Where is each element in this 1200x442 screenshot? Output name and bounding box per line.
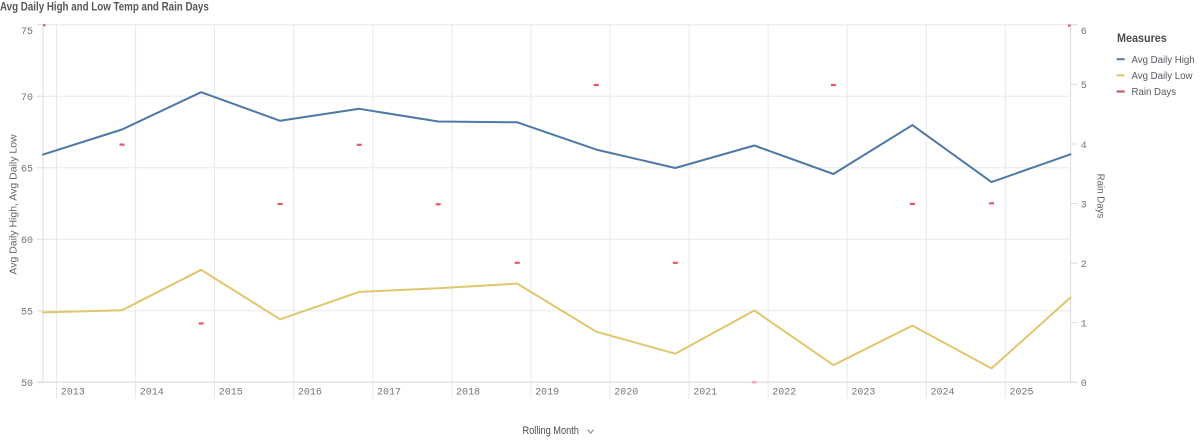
svg-text:6: 6 xyxy=(1081,27,1087,38)
svg-text:60: 60 xyxy=(21,236,33,247)
svg-text:2016: 2016 xyxy=(298,387,322,398)
svg-text:2025: 2025 xyxy=(1010,387,1034,398)
svg-text:65: 65 xyxy=(21,165,33,176)
svg-text:2018: 2018 xyxy=(456,387,480,398)
svg-text:50: 50 xyxy=(21,379,33,390)
svg-text:2017: 2017 xyxy=(377,387,401,398)
svg-text:0: 0 xyxy=(1081,379,1087,390)
svg-text:1: 1 xyxy=(1081,320,1087,331)
svg-text:Rain Days: Rain Days xyxy=(1094,174,1105,219)
svg-text:Avg Daily Low: Avg Daily Low xyxy=(1132,71,1194,82)
svg-text:Measures: Measures xyxy=(1117,33,1167,46)
svg-text:2015: 2015 xyxy=(219,387,243,398)
svg-text:Avg Daily High: Avg Daily High xyxy=(1132,55,1195,66)
svg-text:Rain Days: Rain Days xyxy=(1132,87,1177,98)
svg-text:2014: 2014 xyxy=(140,387,164,398)
svg-text:3: 3 xyxy=(1081,200,1087,211)
svg-text:75: 75 xyxy=(21,27,33,38)
svg-text:2024: 2024 xyxy=(931,387,955,398)
svg-text:2013: 2013 xyxy=(61,387,85,398)
svg-text:2022: 2022 xyxy=(772,387,796,398)
svg-text:Avg Daily High and Low Temp an: Avg Daily High and Low Temp and Rain Day… xyxy=(0,1,209,14)
svg-text:2019: 2019 xyxy=(535,387,559,398)
svg-text:2021: 2021 xyxy=(693,387,717,398)
svg-text:70: 70 xyxy=(21,93,33,104)
svg-text:2020: 2020 xyxy=(614,387,638,398)
svg-text:2: 2 xyxy=(1081,260,1087,271)
svg-text:Avg Daily High, Avg Daily Low: Avg Daily High, Avg Daily Low xyxy=(8,134,20,275)
svg-text:2023: 2023 xyxy=(851,387,875,398)
svg-text:4: 4 xyxy=(1081,141,1087,152)
svg-text:Rolling Month: Rolling Month xyxy=(523,425,579,437)
svg-text:55: 55 xyxy=(21,308,33,319)
svg-text:5: 5 xyxy=(1081,81,1087,92)
